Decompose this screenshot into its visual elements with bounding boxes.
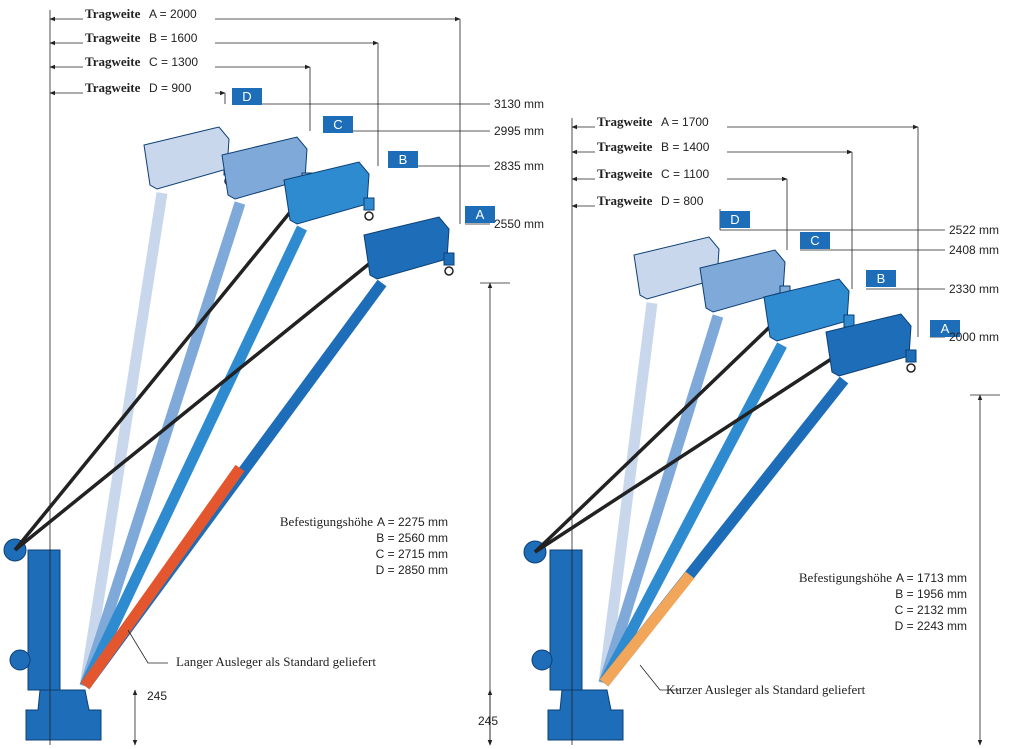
height-tag: [720, 211, 750, 228]
mount-value: D = 2850 mm: [376, 563, 448, 577]
reach-word: Tragweite: [597, 139, 653, 154]
boom-head: [283, 161, 370, 225]
hook: [444, 266, 454, 276]
reach-value: D = 900: [149, 81, 192, 95]
note-leader: [127, 629, 168, 664]
reach-word: Tragweite: [85, 6, 141, 21]
height-tag: [866, 270, 896, 287]
reach-word: Tragweite: [85, 30, 141, 45]
reach-value: C = 1300: [149, 55, 198, 69]
height-tag-letter: C: [810, 233, 819, 248]
label-bg: [83, 80, 215, 96]
height-value: 2835 mm: [494, 159, 544, 173]
note: Kurzer Ausleger als Standard geliefert: [666, 682, 866, 697]
boom: [598, 314, 724, 685]
reach-value: A = 2000: [149, 7, 197, 21]
reach-value: D = 800: [661, 194, 704, 208]
height-tag-letter: A: [941, 321, 950, 336]
reach-word: Tragweite: [85, 54, 141, 69]
boom: [80, 225, 307, 689]
label-bg: [83, 6, 215, 22]
height-value: 2995 mm: [494, 124, 544, 138]
hook-block: [363, 197, 375, 211]
left-crane: Tragweite A = 2000 Tragweite B = 1600 Tragwe…: [3, 6, 544, 746]
height-tag: [930, 320, 960, 337]
mount-value: B = 1956 mm: [895, 587, 967, 601]
reach-value: B = 1600: [149, 31, 198, 45]
label-bg: [595, 139, 727, 155]
boom-head: [825, 313, 912, 377]
boom-head: [143, 126, 230, 190]
height-value: 2550 mm: [494, 217, 544, 231]
height-tag: [232, 88, 262, 105]
mast: [549, 549, 583, 691]
height-value: 2000 mm: [949, 330, 999, 344]
height-value: 3130 mm: [494, 97, 544, 111]
height-tag-letter: B: [399, 152, 408, 167]
boom-segment: [599, 571, 695, 687]
height-tag-letter: D: [242, 89, 251, 104]
label-bg: [83, 30, 215, 46]
boom: [79, 192, 168, 687]
boom: [79, 201, 246, 688]
reach-value: C = 1100: [661, 167, 709, 181]
height-tag-letter: C: [333, 117, 342, 132]
label-bg: [595, 193, 727, 209]
hook-block: [443, 252, 455, 266]
base-height: 245: [147, 689, 167, 703]
reach-word: Tragweite: [597, 193, 653, 208]
reach-word: Tragweite: [597, 114, 653, 129]
boom: [599, 342, 787, 686]
height-tag: [800, 232, 830, 249]
foot: [547, 689, 624, 741]
drum: [531, 649, 553, 671]
mount-value: C = 2715 mm: [376, 547, 448, 561]
reach-value: A = 1700: [661, 115, 709, 129]
mast: [27, 549, 61, 691]
mount-value: A = 1713 mm: [896, 571, 967, 585]
reach-word: Tragweite: [597, 166, 653, 181]
height-value: 2522 mm: [949, 223, 999, 237]
boom-segment: [80, 464, 245, 690]
height-value: 2330 mm: [949, 282, 999, 296]
boom-head: [699, 249, 786, 313]
drum: [9, 649, 31, 671]
mount-label: Befestigungshöhe: [280, 514, 373, 529]
height-tag-letter: A: [476, 207, 485, 222]
hook: [364, 211, 374, 221]
mount-value: C = 2132 mm: [895, 603, 967, 617]
boom-head: [363, 216, 450, 280]
height-tag: [323, 116, 353, 133]
note-leader: [639, 664, 680, 691]
mount-label: Befestigungshöhe: [799, 570, 892, 585]
mount-value: D = 2243 mm: [895, 619, 967, 633]
cable: [13, 253, 382, 552]
mount-value: B = 2560 mm: [376, 531, 448, 545]
height-value: 2408 mm: [949, 243, 999, 257]
base-height: 245: [478, 714, 498, 728]
reach-word: Tragweite: [85, 80, 141, 95]
boom-head: [763, 278, 850, 342]
boom-head: [633, 236, 720, 300]
hook: [906, 363, 916, 373]
mount-value: A = 2275 mm: [377, 515, 448, 529]
foot: [25, 689, 102, 741]
height-tag-letter: B: [877, 271, 886, 286]
right-crane: Tragweite A = 1700 Tragweite B = 1400 Tragwe…: [478, 114, 1000, 746]
height-tag: [465, 206, 495, 223]
label-bg: [83, 54, 215, 70]
cable: [13, 198, 302, 552]
hook-block: [905, 349, 917, 363]
label-bg: [595, 114, 727, 130]
height-tag-letter: D: [730, 212, 739, 227]
reach-value: B = 1400: [661, 140, 710, 154]
cable: [533, 315, 782, 554]
note: Langer Ausleger als Standard geliefert: [176, 654, 376, 669]
label-bg: [595, 166, 727, 182]
height-tag: [388, 151, 418, 168]
cable: [534, 350, 843, 554]
